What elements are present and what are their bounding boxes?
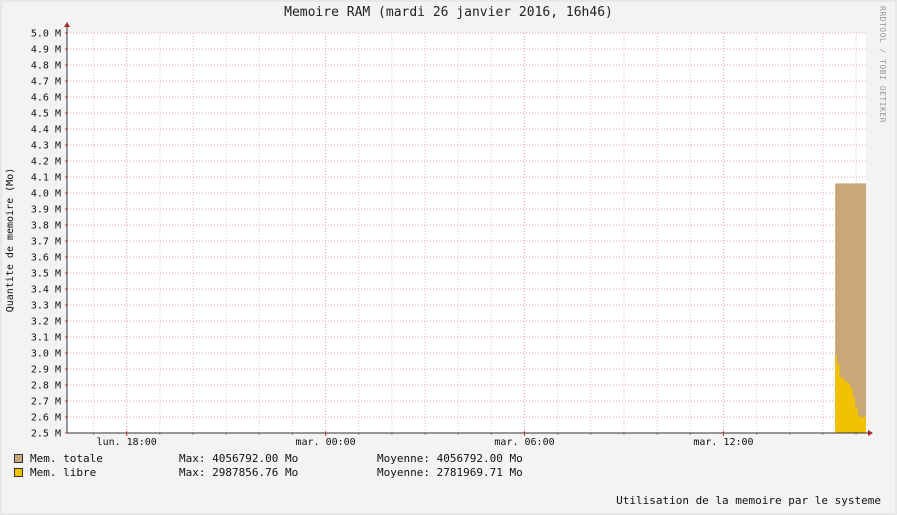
watermark: RRDTOOL / TOBI OETIKER: [878, 6, 887, 123]
y-tick-label: 4.1 M: [31, 173, 61, 184]
y-tick-label: 4.4 M: [31, 125, 61, 136]
x-tick-label: lun. 18:00: [97, 437, 157, 448]
legend-swatch-total: [14, 454, 23, 463]
legend-max-free: Max: 2987856.76 Mo: [179, 466, 298, 480]
series-layer: [835, 183, 866, 433]
legend-name-total: Mem. totale: [30, 452, 103, 465]
legend-avg-label: Moyenne:: [377, 452, 430, 465]
y-axis-label-text: Quantite de memoire (Mo): [5, 167, 16, 313]
y-tick-label: 3.7 M: [31, 237, 61, 248]
y-tick-label: 4.8 M: [31, 61, 61, 72]
y-tick-label: 4.6 M: [31, 93, 61, 104]
y-tick-label: 3.9 M: [31, 205, 61, 216]
y-tick-label: 4.3 M: [31, 141, 61, 152]
x-tick-label: mar. 06:00: [494, 437, 554, 448]
legend-avg-free: Moyenne: 2781969.71 Mo: [377, 466, 523, 480]
y-tick-label: 4.0 M: [31, 189, 61, 200]
y-tick-label: 3.1 M: [31, 333, 61, 344]
x-tick-label: mar. 12:00: [693, 437, 753, 448]
y-tick-label: 3.6 M: [31, 253, 61, 264]
y-tick-label: 2.7 M: [31, 397, 61, 408]
y-axis-arrow: [64, 22, 70, 27]
y-tick-label: 2.5 M: [31, 429, 61, 440]
y-tick-labels: 2.5 M 2.6 M 2.7 M 2.8 M 2.9 M 3.0 M 3.1 M 3.2 M…: [31, 29, 61, 440]
legend-max-label: Max:: [179, 466, 206, 479]
legend-max-value: 4056792.00 Mo: [212, 452, 299, 465]
legend-avg-label: Moyenne:: [377, 466, 430, 479]
y-tick-label: 2.8 M: [31, 381, 61, 392]
x-tick-label: mar. 00:00: [295, 437, 355, 448]
legend-swatch-free: [14, 468, 23, 477]
axes: [64, 22, 873, 436]
series-area-mem-totale: [835, 183, 866, 433]
y-tick-label: 5.0 M: [31, 29, 61, 40]
x-axis-arrow: [868, 430, 873, 436]
legend-max-value: 2987856.76 Mo: [212, 466, 299, 479]
legend-avg-value: 2781969.71 Mo: [436, 466, 523, 479]
legend-entry-free: Mem. libre Max: 2987856.76 Mo Moyenne: 2…: [14, 466, 574, 480]
y-tick-label: 3.8 M: [31, 221, 61, 232]
y-tick-label: 4.2 M: [31, 157, 61, 168]
legend-entry-total: Mem. totale Max: 4056792.00 Mo Moyenne: …: [14, 452, 574, 466]
y-tick-label: 3.4 M: [31, 285, 61, 296]
plot-area: [67, 33, 866, 433]
legend-avg-total: Moyenne: 4056792.00 Mo: [377, 452, 523, 466]
y-tick-label: 3.2 M: [31, 317, 61, 328]
x-tick-labels: lun. 18:00 mar. 00:00 mar. 06:00 mar. 12:00: [97, 437, 754, 448]
footer-caption: Utilisation de la memoire par le systeme: [616, 494, 881, 507]
y-tick-label: 3.3 M: [31, 301, 61, 312]
y-tick-label: 4.7 M: [31, 77, 61, 88]
chart-title: Memoire RAM (mardi 26 janvier 2016, 16h4…: [284, 5, 613, 20]
legend-max-label: Max:: [179, 452, 206, 465]
series-area-mem-libre: [835, 356, 866, 433]
legend-avg-value: 4056792.00 Mo: [436, 452, 523, 465]
y-tick-label: 4.9 M: [31, 45, 61, 56]
legend-max-total: Max: 4056792.00 Mo: [179, 452, 298, 466]
y-tick-label: 2.6 M: [31, 413, 61, 424]
y-tick-label: 4.5 M: [31, 109, 61, 120]
grid: [67, 32, 866, 433]
y-tick-label: 3.5 M: [31, 269, 61, 280]
y-tick-label: 3.0 M: [31, 349, 61, 360]
y-tick-label: 2.9 M: [31, 365, 61, 376]
legend-name-free: Mem. libre: [30, 466, 97, 479]
